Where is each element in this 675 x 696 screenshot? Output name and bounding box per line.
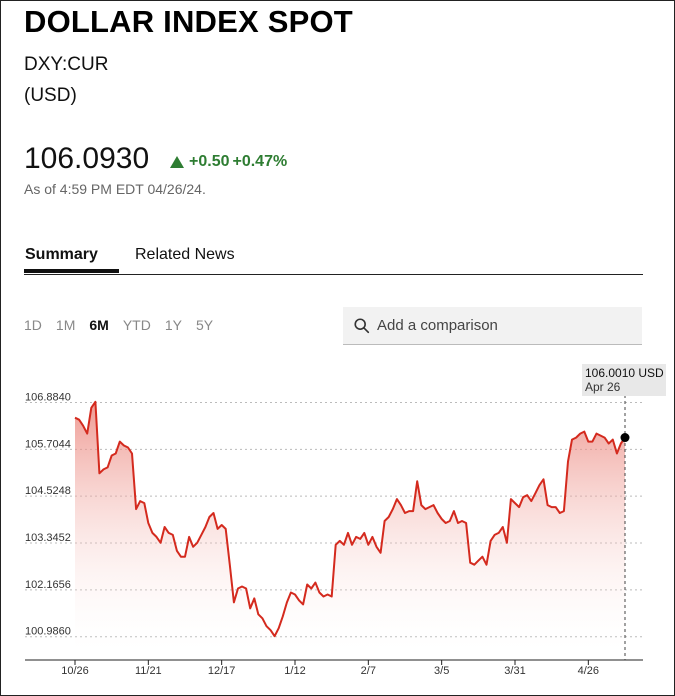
tooltip-value: 106.0010 USD (585, 366, 664, 380)
x-tick-label: 1/12 (284, 665, 305, 677)
tab-bar: Summary Related News (24, 244, 643, 275)
y-tick-label: 102.1656 (25, 579, 71, 591)
price-area (75, 401, 625, 660)
ticker-symbol: DXY:CUR (24, 54, 109, 75)
x-tick-label: 12/17 (208, 665, 236, 677)
comparison-input[interactable] (375, 316, 619, 335)
y-tick-label: 106.8840 (25, 391, 71, 403)
y-tick-label: 105.7044 (25, 438, 71, 450)
tooltip-date: Apr 26 (585, 380, 621, 394)
change-percent: +0.47% (232, 153, 288, 170)
active-tab-indicator (24, 269, 119, 273)
y-tick-label: 100.9860 (25, 626, 71, 638)
triangle-up-icon (170, 156, 184, 168)
range-1m-button[interactable]: 1M (55, 317, 76, 333)
comparison-search[interactable] (343, 307, 642, 345)
x-tick-label: 3/5 (434, 665, 449, 677)
y-tick-label: 103.3452 (25, 532, 71, 544)
y-axis-labels: 100.9860 102.1656 103.3452 104.5248 105.7044… (25, 391, 71, 637)
x-axis-labels: 10/26 11/21 12/17 1/12 2/7 3/5 3/31 4/26 (61, 660, 599, 677)
price-line (74, 400, 626, 638)
range-1d-button[interactable]: 1D (24, 317, 42, 333)
x-tick-label: 3/31 (504, 665, 525, 677)
tab-related-news[interactable]: Related News (135, 246, 235, 263)
price-chart: 100.9860 102.1656 103.3452 104.5248 105.7044… (25, 364, 666, 677)
timestamp: As of 4:59 PM EDT 04/26/24. (24, 181, 206, 197)
page-title: DOLLAR INDEX SPOT (24, 4, 353, 39)
change-absolute: +0.50 (189, 153, 230, 170)
search-icon (354, 317, 370, 333)
last-price: 106.0930 (24, 142, 150, 175)
range-selector: 1D 1M 6M YTD 1Y 5Y (24, 317, 227, 333)
range-5y-button[interactable]: 5Y (195, 317, 214, 333)
price-change: +0.50 +0.47% (170, 153, 287, 171)
x-tick-label: 4/26 (578, 665, 599, 677)
x-tick-label: 10/26 (61, 665, 89, 677)
range-1y-button[interactable]: 1Y (164, 317, 182, 333)
y-tick-label: 104.5248 (25, 485, 71, 497)
tooltip: 106.0010 USD Apr 26 (582, 364, 666, 396)
range-ytd-button[interactable]: YTD (122, 317, 151, 333)
hover-point (620, 433, 630, 443)
currency-label: (USD) (24, 85, 77, 106)
range-6m-button[interactable]: 6M (89, 317, 109, 333)
x-tick-label: 2/7 (361, 665, 376, 677)
x-tick-label: 11/21 (135, 665, 162, 677)
tab-summary[interactable]: Summary (25, 246, 98, 263)
